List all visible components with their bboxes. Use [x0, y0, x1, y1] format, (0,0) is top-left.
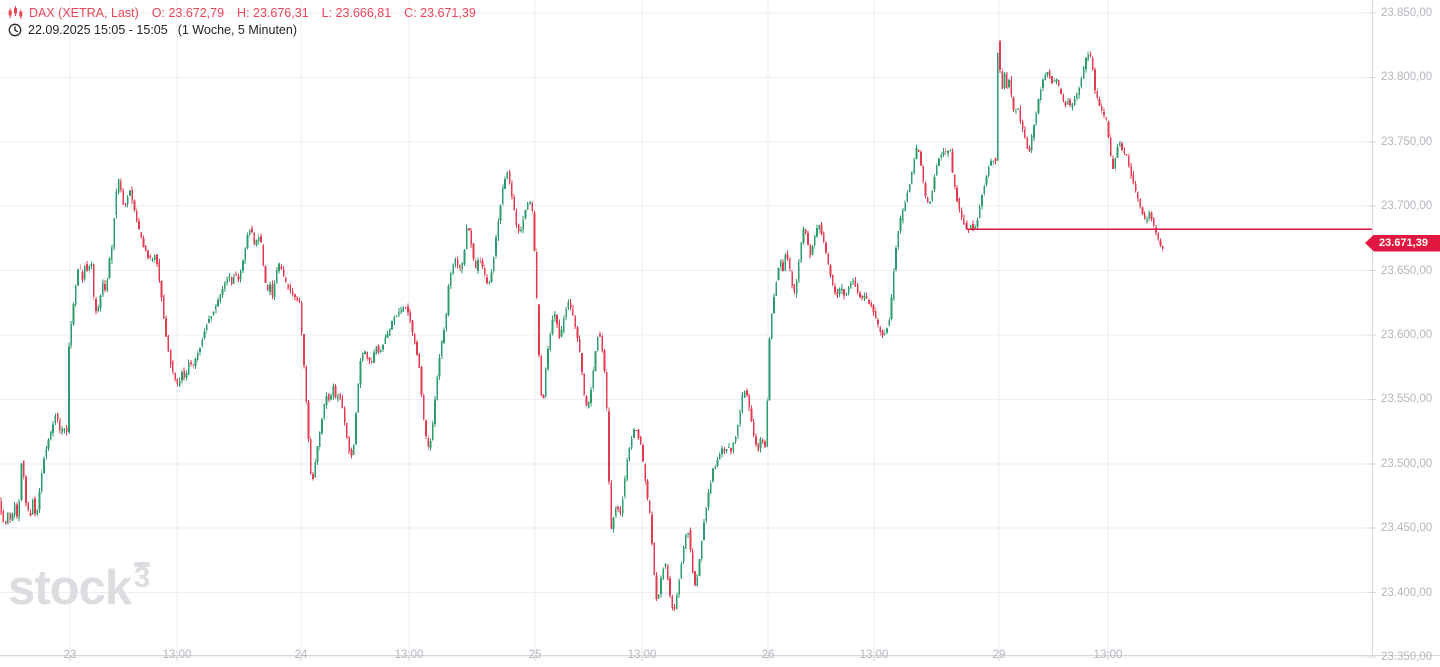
- timeframe-header: 22.09.2025 15:05 - 15:05 (1 Woche, 5 Min…: [8, 23, 297, 37]
- y-axis-label: 23.350,00: [1381, 651, 1433, 663]
- stock3-watermark: stock 3: [8, 561, 151, 615]
- y-axis-label: 23.600,00: [1381, 329, 1433, 341]
- x-axis-label: 29: [992, 649, 1006, 661]
- y-axis-label: 23.750,00: [1381, 135, 1433, 148]
- x-axis-label: 23: [63, 649, 77, 661]
- close-readout: C: 23.671,39: [404, 5, 476, 20]
- x-axis-label: 13:00: [162, 649, 192, 661]
- y-axis-label: 23.700,00: [1381, 200, 1433, 213]
- date-range: 22.09.2025 15:05 - 15:05: [28, 23, 168, 37]
- instrument-name: DAX (XETRA, Last): [29, 5, 139, 20]
- y-axis-label: 23.650,00: [1381, 264, 1433, 277]
- instrument-header: DAX (XETRA, Last) O: 23.672,79 H: 23.676…: [8, 5, 476, 20]
- x-axis-label: 13:00: [859, 649, 889, 661]
- x-axis-label: 13:00: [627, 649, 657, 661]
- x-axis-label: 24: [294, 649, 308, 661]
- y-axis-label: 23.450,00: [1381, 522, 1433, 535]
- open-readout: O: 23.672,79: [151, 5, 225, 20]
- timeframe-label: (1 Woche, 5 Minuten): [177, 23, 297, 37]
- y-axis-label: 23.550,00: [1381, 393, 1433, 406]
- low-readout: L: 23.666,81: [321, 5, 392, 20]
- candlestick-icon: [8, 6, 23, 19]
- y-axis-label: 23.850,00: [1381, 7, 1433, 19]
- x-axis-label: 13:00: [394, 649, 424, 661]
- x-axis-label: 25: [528, 649, 542, 661]
- y-axis-label: 23.800,00: [1381, 71, 1433, 84]
- last-price-value: 23.671,39: [1379, 236, 1428, 249]
- high-readout: H: 23.676,31: [237, 5, 309, 20]
- y-axis-label: 23.500,00: [1381, 457, 1433, 470]
- watermark-bar-decoration: [134, 562, 151, 567]
- y-axis-label: 23.400,00: [1381, 586, 1433, 599]
- watermark-text: stock: [8, 561, 132, 615]
- x-axis-label: 26: [761, 649, 775, 661]
- x-axis-label: 13:00: [1093, 649, 1123, 661]
- watermark-superscript: 3: [134, 562, 151, 594]
- clock-icon: [8, 23, 22, 37]
- last-price-tag: 23.671,39: [1365, 234, 1440, 252]
